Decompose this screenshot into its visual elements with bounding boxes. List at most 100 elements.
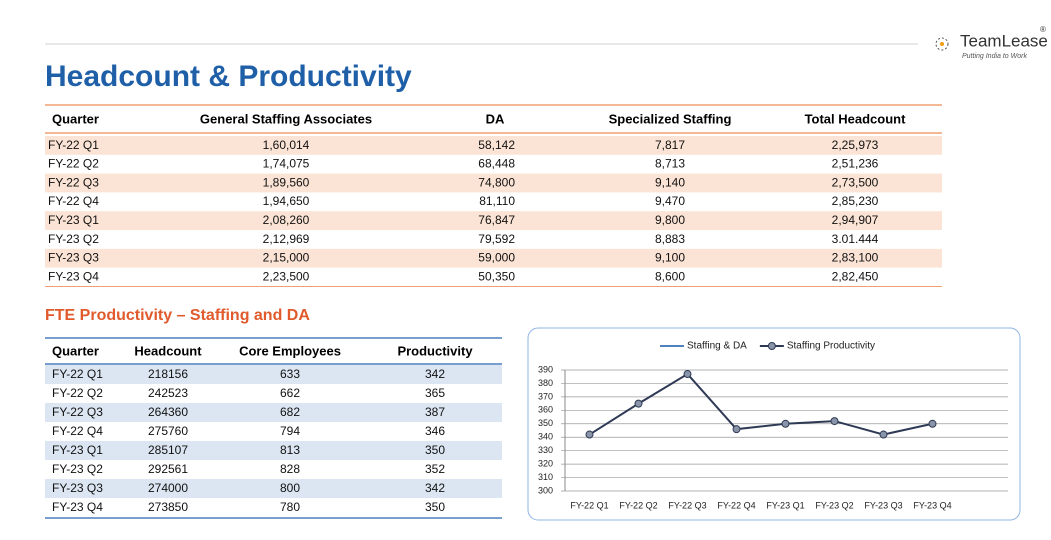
table-cell: 633 (280, 367, 300, 381)
data-point (879, 430, 888, 439)
table-cell: 2,73,500 (832, 175, 879, 189)
table-cell: FY-22 Q1 (52, 367, 103, 381)
table-cell: 8,713 (655, 157, 685, 171)
table-cell: 387 (425, 405, 445, 419)
table-cell: FY-22 Q2 (48, 157, 99, 171)
table-cell: 2,82,450 (832, 269, 879, 283)
section-title: FTE Productivity – Staffing and DA (45, 307, 310, 324)
table-cell: 2,12,969 (263, 232, 310, 246)
row-band (45, 441, 502, 460)
y-tick-label: 320 (538, 458, 553, 468)
column-header: Total Headcount (805, 111, 907, 126)
table-cell: 2,25,973 (832, 138, 879, 152)
table-cell: 342 (425, 367, 445, 381)
table-cell: FY-23 Q2 (48, 232, 99, 246)
y-tick-label: 350 (538, 418, 553, 428)
table-cell: 59,000 (478, 251, 515, 265)
column-header: Quarter (52, 343, 99, 358)
column-header: Quarter (52, 111, 99, 126)
row-band (45, 136, 942, 155)
data-point (781, 419, 790, 428)
table-cell: FY-23 Q3 (48, 251, 99, 265)
table-cell: 350 (425, 443, 445, 457)
table-cell: 2,51,236 (832, 157, 879, 171)
logo-dot (940, 42, 944, 46)
column-header: Specialized Staffing (609, 111, 732, 126)
table-cell: 1,89,560 (263, 175, 310, 189)
table-cell: 780 (280, 500, 300, 514)
table-cell: FY-23 Q3 (52, 481, 103, 495)
row-band (45, 211, 942, 230)
table-cell: 2,94,907 (832, 213, 879, 227)
data-point (830, 417, 839, 426)
table-cell: 352 (425, 462, 445, 476)
table-cell: 2,83,100 (832, 251, 879, 265)
x-tick-label: FY-22 Q3 (668, 500, 706, 510)
table-cell: 81,110 (479, 194, 515, 208)
table-cell: 264360 (148, 405, 188, 419)
table-cell: FY-23 Q1 (52, 443, 103, 457)
column-header: General Staffing Associates (200, 111, 372, 126)
table-cell: 68,448 (478, 157, 515, 171)
column-header: Headcount (134, 343, 202, 358)
table-cell: 682 (280, 405, 300, 419)
y-tick-label: 380 (538, 378, 553, 388)
table-cell: FY-22 Q1 (48, 138, 99, 152)
table-cell: 76,847 (478, 213, 515, 227)
table-cell: 350 (425, 500, 445, 514)
table-cell: 365 (425, 386, 445, 400)
table-cell: 9,140 (655, 175, 685, 189)
table-cell: FY-22 Q3 (48, 175, 99, 189)
row-band (45, 479, 502, 498)
legend-label: Staffing Productivity (787, 341, 875, 352)
table-cell: 2,85,230 (832, 194, 879, 208)
y-tick-label: 370 (538, 391, 553, 401)
table-cell: 74,800 (478, 175, 515, 189)
logo-icon (935, 37, 949, 51)
row-band (45, 365, 502, 384)
column-header: Core Employees (239, 343, 341, 358)
table-cell: 7,817 (655, 138, 685, 152)
table-cell: FY-23 Q4 (48, 269, 99, 283)
table-cell: 342 (425, 481, 445, 495)
table-cell: 9,800 (655, 213, 685, 227)
table-cell: FY-23 Q2 (52, 462, 103, 476)
data-point (683, 370, 692, 379)
table-cell: 828 (280, 462, 300, 476)
table-cell: 9,100 (655, 251, 685, 265)
table-cell: 1,74,075 (263, 157, 310, 171)
table-cell: FY-23 Q4 (52, 500, 103, 514)
x-tick-label: FY-23 Q3 (864, 500, 902, 510)
legend-label: Staffing & DA (687, 341, 747, 352)
table-cell: 1,60,014 (263, 138, 310, 152)
x-tick-label: FY-22 Q2 (619, 500, 657, 510)
y-tick-label: 330 (538, 445, 553, 455)
data-point (928, 419, 937, 428)
row-band (45, 173, 942, 193)
table-cell: 218156 (148, 367, 188, 381)
row-band (45, 403, 502, 422)
legend-marker (767, 342, 776, 350)
series-line (588, 372, 933, 436)
x-tick-label: FY-23 Q2 (815, 500, 853, 510)
table-cell: 2,08,260 (263, 213, 310, 227)
y-tick-label: 390 (538, 364, 553, 374)
table-cell: 58,142 (478, 138, 515, 152)
y-tick-label: 310 (538, 472, 553, 482)
table-cell: 274000 (148, 481, 188, 495)
table-cell: 242523 (148, 386, 188, 400)
table-cell: 8,600 (655, 269, 685, 283)
logo-tagline: Putting India to Work (962, 53, 1027, 60)
y-tick-label: 340 (538, 432, 553, 442)
x-tick-label: FY-23 Q1 (766, 500, 804, 510)
y-tick-label: 300 (538, 485, 553, 495)
table-cell: 346 (425, 424, 445, 438)
table-cell: 794 (280, 424, 300, 438)
data-point (634, 399, 643, 408)
x-tick-label: FY-22 Q1 (570, 500, 608, 510)
table-cell: 50,350 (478, 269, 515, 283)
table-cell: FY-22 Q4 (48, 194, 99, 208)
row-band (45, 248, 942, 268)
table-cell: 9,470 (655, 194, 685, 208)
table-cell: 2,23,500 (263, 269, 310, 283)
